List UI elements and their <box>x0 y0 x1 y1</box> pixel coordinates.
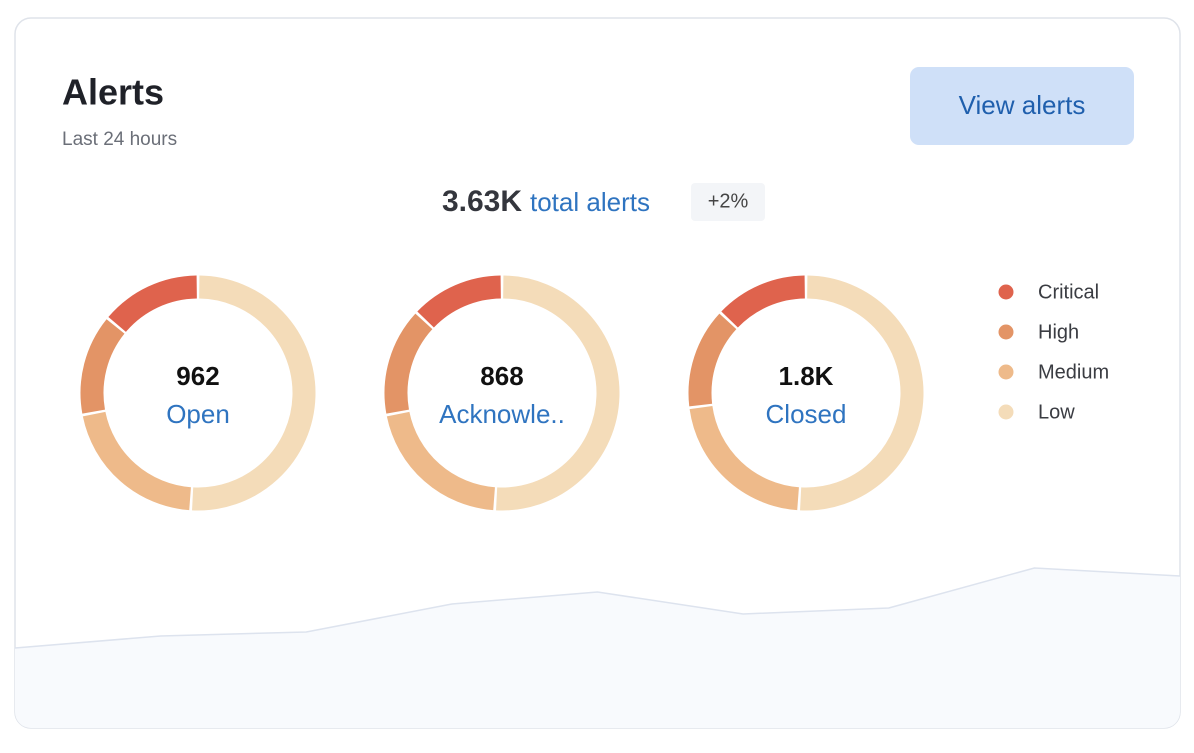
card-subtitle: Last 24 hours <box>62 129 177 150</box>
trend-line <box>15 567 1180 649</box>
legend-swatch <box>998 324 1014 340</box>
donut-segment <box>386 411 496 511</box>
legend-swatch <box>998 284 1014 300</box>
donut-center-value: 962 <box>176 361 219 391</box>
donut-segment <box>384 313 433 414</box>
donut-segment <box>800 275 924 511</box>
donut-segment <box>108 275 198 333</box>
legend-label: Medium <box>1038 361 1109 383</box>
donuts: 962 Open 868 Acknowle.. 1.8K Closed <box>80 275 924 511</box>
donut-segment <box>80 319 125 414</box>
donut-center-label: Acknowle.. <box>439 399 565 429</box>
total-label: total alerts <box>530 187 650 217</box>
donut-segment <box>496 275 620 511</box>
donut-center-value: 868 <box>480 361 523 391</box>
change-badge <box>691 183 765 221</box>
trend-area <box>15 567 1180 728</box>
donut-segment <box>192 275 316 511</box>
button-label[interactable]: View alerts <box>959 90 1086 120</box>
donut-segment <box>417 275 502 328</box>
legend-swatch <box>998 404 1014 420</box>
donut-center-label: Open <box>166 399 230 429</box>
legend-label: Critical <box>1038 281 1099 303</box>
button-background[interactable] <box>910 67 1134 145</box>
legend-swatch <box>998 364 1014 380</box>
legend-label: High <box>1038 321 1079 343</box>
total-value: 3.63K <box>442 185 522 218</box>
donut-segment <box>689 405 800 511</box>
donut-segment <box>688 313 737 407</box>
legend: Critical High Medium Low <box>998 281 1109 423</box>
donut-center-label: Closed <box>766 399 847 429</box>
donut-center-value: 1.8K <box>779 361 834 391</box>
legend-label: Low <box>1038 401 1075 423</box>
card-title: Alerts <box>62 72 164 113</box>
donut-segment <box>721 275 806 328</box>
donut-segment <box>82 411 192 511</box>
view-alerts-button[interactable]: View alerts <box>910 67 1134 145</box>
change-value: +2% <box>708 190 749 212</box>
